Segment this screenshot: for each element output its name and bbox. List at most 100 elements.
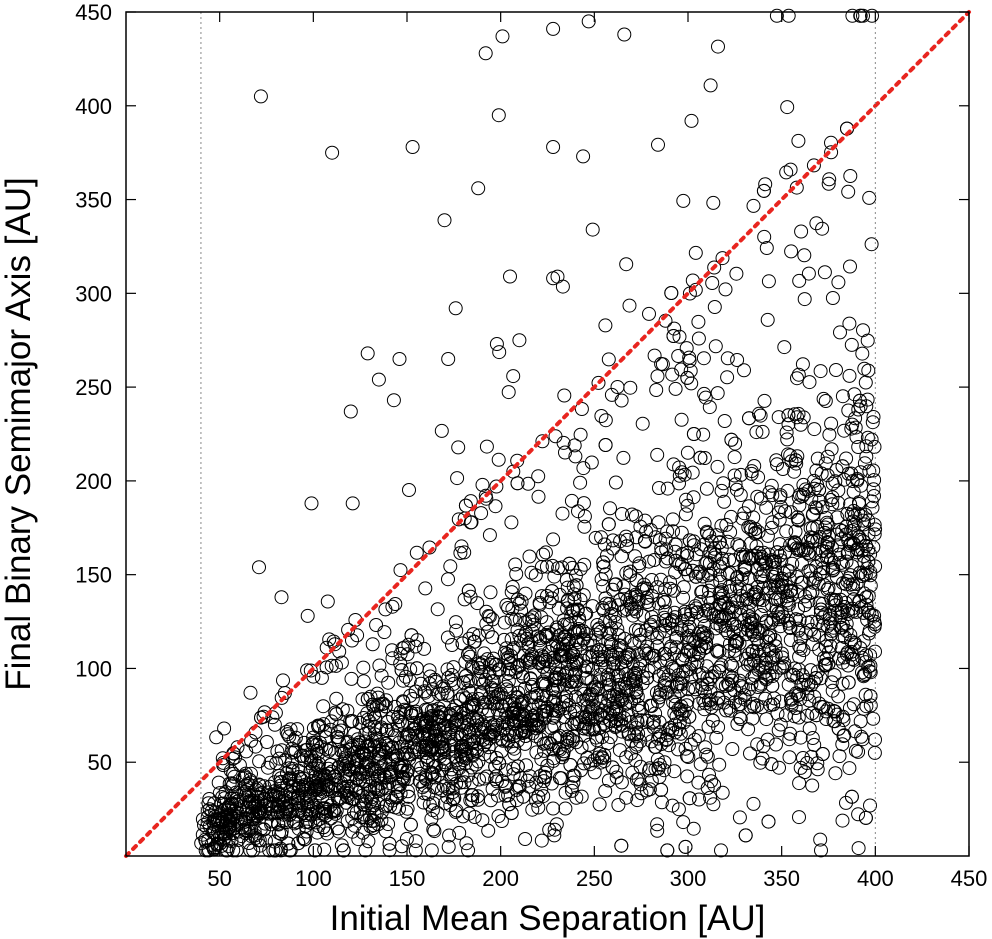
data-point xyxy=(252,560,266,575)
data-point xyxy=(737,612,752,627)
data-point xyxy=(639,623,653,638)
data-point xyxy=(633,519,648,534)
data-point xyxy=(757,229,772,244)
data-point xyxy=(775,650,790,665)
data-point xyxy=(366,813,381,828)
data-point xyxy=(779,524,794,539)
data-point xyxy=(565,560,580,575)
data-point xyxy=(248,739,263,754)
data-point xyxy=(211,775,226,790)
data-point xyxy=(680,445,695,460)
data-point xyxy=(572,623,587,638)
data-point xyxy=(598,318,613,333)
data-point xyxy=(507,746,522,761)
data-point xyxy=(499,679,514,694)
data-point xyxy=(858,375,873,390)
data-point xyxy=(455,636,470,651)
data-point xyxy=(707,665,722,680)
data-point xyxy=(659,732,674,747)
data-point xyxy=(628,589,643,604)
data-point xyxy=(713,598,728,613)
data-point xyxy=(324,658,339,673)
data-point xyxy=(841,658,856,673)
data-point xyxy=(532,595,547,610)
data-point xyxy=(835,737,850,752)
data-point xyxy=(329,658,343,673)
data-point xyxy=(831,689,846,704)
data-point xyxy=(583,704,598,719)
data-point xyxy=(652,690,667,705)
data-point xyxy=(215,804,230,818)
data-point xyxy=(723,584,738,599)
data-point xyxy=(713,559,727,574)
data-point xyxy=(705,713,720,728)
data-point xyxy=(629,573,644,588)
data-point xyxy=(486,718,501,733)
data-point xyxy=(824,442,839,457)
data-point xyxy=(337,746,351,761)
data-point xyxy=(855,732,870,747)
data-point xyxy=(560,580,575,595)
data-point xyxy=(321,761,336,776)
data-point xyxy=(788,524,803,539)
data-point xyxy=(845,8,860,23)
data-point xyxy=(291,836,306,851)
data-point xyxy=(833,610,848,624)
data-point xyxy=(265,805,280,820)
data-point xyxy=(453,775,468,790)
data-point xyxy=(680,769,695,784)
data-point xyxy=(787,535,802,550)
data-point xyxy=(331,725,346,740)
data-point xyxy=(260,760,275,775)
data-point xyxy=(458,756,473,771)
data-point xyxy=(209,730,224,745)
data-point xyxy=(682,662,697,677)
data-point xyxy=(481,823,496,838)
data-point xyxy=(465,788,480,803)
data-point xyxy=(611,798,626,812)
data-point xyxy=(746,510,761,525)
data-point xyxy=(251,777,266,792)
data-point xyxy=(564,493,579,508)
data-point xyxy=(749,585,764,600)
data-point xyxy=(787,464,802,479)
data-point xyxy=(510,690,525,705)
x-tick-label: 350 xyxy=(763,866,800,891)
data-point xyxy=(801,677,816,692)
data-point xyxy=(194,836,209,851)
data-point xyxy=(835,641,849,655)
data-point xyxy=(531,489,546,504)
data-point xyxy=(824,416,839,431)
data-point xyxy=(824,552,838,567)
data-point xyxy=(653,655,668,670)
data-point xyxy=(592,720,607,735)
data-point xyxy=(729,266,744,281)
data-point xyxy=(392,777,407,792)
data-point xyxy=(599,596,614,611)
data-point xyxy=(743,536,758,551)
data-point xyxy=(859,590,874,605)
data-point xyxy=(614,838,629,853)
data-point xyxy=(573,562,588,576)
data-point xyxy=(843,259,857,274)
data-point xyxy=(666,695,681,710)
data-point xyxy=(700,677,715,691)
data-point xyxy=(537,769,552,784)
data-point xyxy=(791,710,806,725)
data-point xyxy=(356,674,371,689)
data-point xyxy=(732,810,747,825)
data-point xyxy=(791,623,806,638)
data-point xyxy=(778,504,793,519)
data-point xyxy=(792,776,807,791)
y-tick-label: 450 xyxy=(75,0,112,25)
data-point xyxy=(518,729,533,743)
data-point xyxy=(831,275,846,290)
data-point xyxy=(629,684,644,699)
data-point xyxy=(672,329,687,344)
data-point xyxy=(547,719,562,734)
data-point xyxy=(755,424,770,439)
data-point xyxy=(522,769,537,784)
data-point xyxy=(650,369,665,384)
data-point xyxy=(609,646,624,661)
data-point xyxy=(343,404,358,419)
